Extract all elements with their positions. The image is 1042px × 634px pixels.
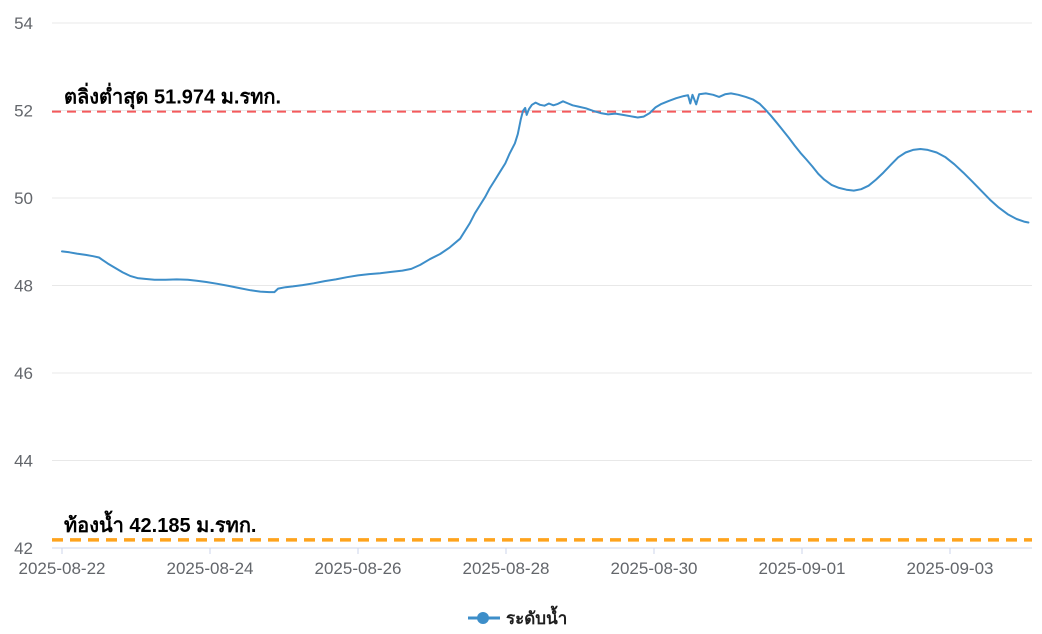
y-axis-label: 48	[14, 277, 33, 296]
x-axis-label: 2025-09-01	[759, 559, 846, 578]
y-axis-label: 46	[14, 364, 33, 383]
y-axis-label: 54	[14, 14, 33, 33]
x-axis-label: 2025-08-28	[463, 559, 550, 578]
legend-dot-icon	[477, 612, 489, 624]
reference-line-label-bank-min: ตลิ่งต่ำสุด 51.974 ม.รทก.	[64, 82, 281, 110]
water-level-series-line[interactable]	[61, 92, 1030, 294]
y-axis-label: 50	[14, 189, 33, 208]
legend-label: ระดับน้ำ	[506, 605, 567, 628]
y-axis-label: 52	[14, 102, 33, 121]
reference-line-label-riverbed: ท้องน้ำ 42.185 ม.รทก.	[64, 510, 256, 537]
x-axis-label: 2025-08-24	[167, 559, 254, 578]
y-axis-label: 44	[14, 452, 33, 471]
legend-item-water-level[interactable]: ระดับน้ำ	[468, 605, 567, 628]
x-axis-label: 2025-08-30	[611, 559, 698, 578]
x-axis-label: 2025-08-26	[315, 559, 402, 578]
y-axis-label: 42	[14, 539, 33, 558]
x-axis-label: 2025-09-03	[907, 559, 994, 578]
x-axis-label: 2025-08-22	[19, 559, 106, 578]
